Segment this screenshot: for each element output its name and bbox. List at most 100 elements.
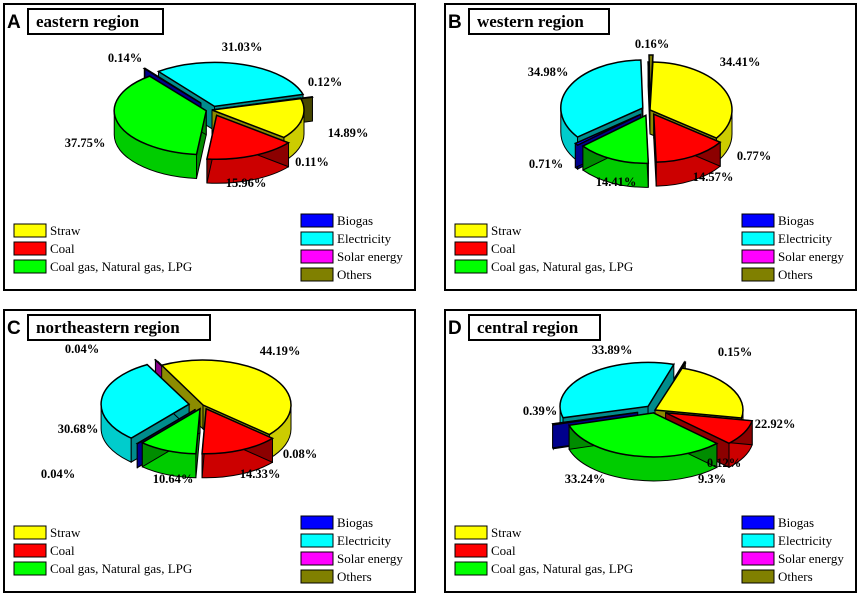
data-label-biogas: 0.39% bbox=[523, 404, 557, 418]
data-label-electricity: 31.03% bbox=[222, 40, 263, 54]
data-label-biogas: 0.71% bbox=[529, 157, 563, 171]
legend-label: Others bbox=[778, 569, 813, 584]
legend-swatch bbox=[13, 223, 47, 238]
pie-slice-coal bbox=[652, 112, 722, 187]
data-label-others: 0.12% bbox=[707, 456, 741, 470]
legend-label: Straw bbox=[50, 525, 81, 540]
panel-letter: B bbox=[448, 12, 462, 33]
legend-label: Coal bbox=[491, 543, 516, 558]
pie-slice-gas bbox=[567, 412, 719, 482]
legend-label: Coal bbox=[50, 543, 75, 558]
pie-slice-coal bbox=[205, 114, 291, 184]
region-title: eastern region bbox=[36, 12, 140, 31]
legend-label: Coal gas, Natural gas, LPG bbox=[50, 561, 192, 576]
legend-label: Straw bbox=[50, 223, 81, 238]
data-label-electricity: 33.89% bbox=[592, 343, 633, 357]
legend-label: Biogas bbox=[337, 515, 373, 530]
legend-label: Solar energy bbox=[778, 249, 844, 264]
pie bbox=[560, 54, 733, 188]
legend-label: Coal bbox=[50, 241, 75, 256]
data-label-others: 0.11% bbox=[295, 155, 329, 169]
legend-swatch bbox=[13, 241, 47, 256]
pie-slice-gas bbox=[113, 75, 208, 180]
data-label-coal: 14.57% bbox=[693, 170, 734, 184]
legend-swatch bbox=[741, 213, 775, 228]
legend-swatch bbox=[454, 259, 488, 274]
legend-item-biogas: Biogas bbox=[300, 515, 373, 530]
legend-item-coal: Coal bbox=[13, 241, 75, 256]
legend-label: Others bbox=[337, 267, 372, 282]
legend-label: Others bbox=[337, 569, 372, 584]
data-label-straw: 34.41% bbox=[720, 55, 761, 69]
legend-swatch bbox=[454, 241, 488, 256]
legend-swatch bbox=[300, 267, 334, 282]
legend-item-others: Others bbox=[741, 569, 813, 584]
legend-label: Biogas bbox=[778, 515, 814, 530]
data-label-gas: 14.41% bbox=[596, 175, 637, 189]
data-label-coal: 15.96% bbox=[226, 176, 267, 190]
legend-label: Coal gas, Natural gas, LPG bbox=[50, 259, 192, 274]
legend-swatch bbox=[454, 525, 488, 540]
legend-swatch bbox=[13, 259, 47, 274]
legend-item-solar: Solar energy bbox=[300, 551, 403, 566]
legend-swatch bbox=[13, 543, 47, 558]
legend-swatch bbox=[13, 525, 47, 540]
legend-swatch bbox=[454, 223, 488, 238]
legend-item-gas: Coal gas, Natural gas, LPG bbox=[454, 259, 633, 274]
legend-label: Solar energy bbox=[778, 551, 844, 566]
title-box bbox=[468, 8, 610, 35]
legend-swatch bbox=[300, 515, 334, 530]
data-label-biogas: 0.04% bbox=[65, 342, 99, 356]
legend-swatch bbox=[741, 267, 775, 282]
data-label-others: 0.08% bbox=[283, 447, 317, 461]
title-box bbox=[27, 314, 211, 341]
legend-item-others: Others bbox=[741, 267, 813, 282]
legend-label: Biogas bbox=[337, 213, 373, 228]
legend-label: Straw bbox=[491, 223, 522, 238]
data-label-gas: 10.64% bbox=[153, 472, 194, 486]
region-title: northeastern region bbox=[36, 318, 180, 337]
data-label-straw: 22.92% bbox=[755, 417, 796, 431]
pie-slice-gas bbox=[140, 407, 201, 479]
data-label-straw: 14.89% bbox=[328, 126, 369, 140]
pie bbox=[113, 61, 314, 184]
legend-swatch bbox=[300, 569, 334, 584]
legend-swatch bbox=[741, 231, 775, 246]
legend-label: Straw bbox=[491, 525, 522, 540]
legend-item-solar: Solar energy bbox=[741, 249, 844, 264]
legend-item-others: Others bbox=[300, 569, 372, 584]
legend-label: Electricity bbox=[778, 533, 833, 548]
legend-swatch bbox=[300, 231, 334, 246]
legend-item-electricity: Electricity bbox=[300, 231, 392, 246]
legend-label: Coal gas, Natural gas, LPG bbox=[491, 561, 633, 576]
legend-label: Others bbox=[778, 267, 813, 282]
data-label-gas: 33.24% bbox=[565, 472, 606, 486]
legend-label: Electricity bbox=[337, 533, 392, 548]
legend-item-straw: Straw bbox=[13, 223, 81, 238]
data-label-solar: 0.04% bbox=[41, 467, 75, 481]
pie bbox=[551, 360, 754, 482]
legend-label: Electricity bbox=[778, 231, 833, 246]
legend-swatch bbox=[741, 515, 775, 530]
legend-swatch bbox=[300, 213, 334, 228]
legend-swatch bbox=[741, 533, 775, 548]
legend-item-coal: Coal bbox=[454, 543, 516, 558]
legend-item-gas: Coal gas, Natural gas, LPG bbox=[13, 259, 192, 274]
legend-swatch bbox=[300, 249, 334, 264]
legend-swatch bbox=[13, 561, 47, 576]
legend-item-straw: Straw bbox=[13, 525, 81, 540]
panel-frame bbox=[444, 3, 857, 291]
data-label-straw: 44.19% bbox=[260, 344, 301, 358]
legend-item-gas: Coal gas, Natural gas, LPG bbox=[454, 561, 633, 576]
legend-label: Solar energy bbox=[337, 249, 403, 264]
title-box bbox=[468, 314, 601, 341]
legend-item-others: Others bbox=[300, 267, 372, 282]
data-label-electricity: 34.98% bbox=[528, 65, 569, 79]
title-box bbox=[27, 8, 164, 35]
data-label-gas: 37.75% bbox=[65, 136, 106, 150]
legend-swatch bbox=[454, 543, 488, 558]
data-label-solar: 0.16% bbox=[635, 37, 669, 51]
legend-item-straw: Straw bbox=[454, 525, 522, 540]
